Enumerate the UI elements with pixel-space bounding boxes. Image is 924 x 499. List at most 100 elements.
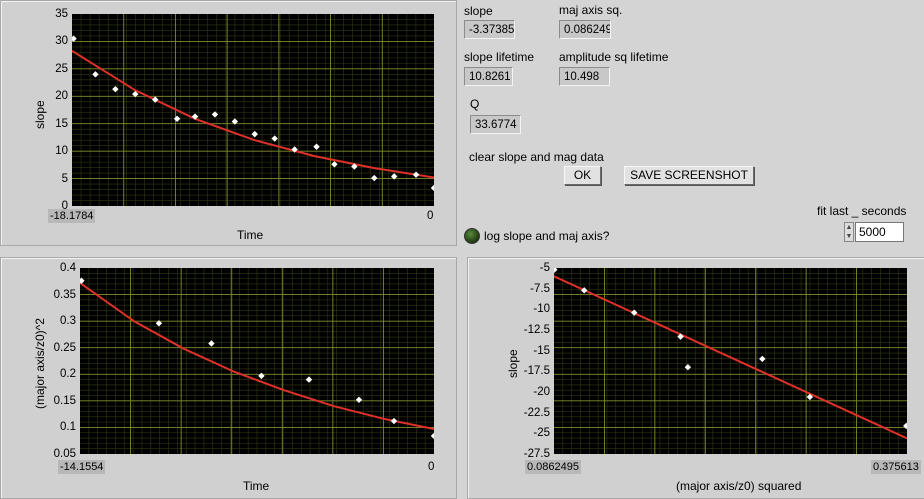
log-toggle-led[interactable] — [464, 228, 480, 244]
data-point — [759, 355, 766, 363]
data-point — [390, 173, 398, 180]
y-tick-label: -25 — [533, 427, 550, 440]
amp-sq-lifetime-indicator: 10.498 — [559, 67, 610, 86]
maj-axis-sq-indicator: 0.086249 — [559, 20, 611, 39]
y-tick-label: -12.5 — [523, 324, 550, 336]
data-point — [903, 422, 907, 430]
slope-indicator: -3.37385 — [464, 20, 515, 39]
y-tick-label: 0.1 — [60, 421, 76, 434]
y-tick-label: -27.5 — [523, 448, 550, 460]
x-axis-label: Time — [237, 228, 264, 242]
data-point — [430, 432, 434, 440]
y-tick-label: 5 — [61, 172, 68, 185]
fit-line — [72, 49, 434, 179]
data-point — [355, 396, 363, 403]
data-point — [191, 113, 199, 120]
decrement-icon[interactable]: ▼ — [845, 233, 853, 240]
clear-data-label: clear slope and mag data — [469, 150, 604, 164]
y-tick-label: -17.5 — [523, 365, 550, 378]
plot-area[interactable] — [80, 268, 434, 454]
y-tick-label: 0 — [61, 200, 68, 212]
fit-seconds-input[interactable]: 5000 — [855, 222, 904, 242]
x-max-label[interactable]: 0.375613 — [871, 460, 921, 474]
data-point — [92, 71, 99, 78]
maj-axis-sq-label: maj axis sq. — [559, 3, 623, 17]
q-indicator: 33.6774 — [470, 115, 521, 134]
data-point — [390, 417, 398, 425]
data-point — [305, 376, 313, 383]
y-tick-label: 10 — [55, 145, 68, 158]
y-tick-label: -10 — [533, 303, 550, 316]
x-max-label[interactable]: 0 — [427, 210, 434, 222]
amp-sq-lifetime-label: amplitude sq lifetime — [559, 50, 669, 64]
y-tick-label: -7.5 — [530, 282, 550, 295]
y-axis-label: (major axis/z0)^2 — [33, 318, 47, 409]
data-point — [271, 135, 278, 142]
x-min-label[interactable]: -14.1554 — [58, 460, 106, 474]
slope-vs-time-chart — [72, 14, 434, 206]
y-tick-label: -15 — [533, 344, 550, 357]
data-point — [331, 161, 338, 168]
fit-seconds-spinner[interactable]: ▲ ▼ — [844, 222, 854, 242]
data-point — [580, 287, 588, 294]
data-point — [208, 340, 215, 347]
slope-vs-time-graph: 35 30 25 20 15 10 5 0 -18.1784 0 Time slope — [0, 0, 457, 246]
y-tick-label: 0.3 — [60, 315, 76, 328]
y-tick-label: -5 — [539, 262, 550, 274]
data-point — [412, 171, 420, 178]
data-point — [313, 143, 320, 150]
ok-button[interactable]: OK — [564, 166, 601, 185]
y-tick-label: 25 — [55, 62, 68, 75]
y-tick-label: 35 — [55, 8, 68, 20]
log-toggle-label: log slope and maj axis? — [484, 229, 610, 243]
fit-seconds-label: fit last _ seconds — [817, 204, 907, 218]
y-tick-label: 0.35 — [53, 288, 76, 301]
y-tick-label: -22.5 — [523, 406, 550, 419]
data-point — [152, 96, 159, 103]
data-point — [173, 115, 181, 122]
slope-vs-major-axis-graph: -5 -7.5 -10 -12.5 -15 -17.5 -20 -22.5 -25 -27.5 0… — [467, 257, 924, 499]
y-tick-label: -20 — [533, 386, 550, 398]
y-axis-label: slope — [33, 100, 47, 129]
y-tick-label: 0.2 — [60, 368, 76, 381]
x-min-label[interactable]: 0.0862495 — [525, 460, 581, 474]
data-point — [80, 277, 85, 284]
y-tick-label: 20 — [55, 90, 68, 103]
x-axis-label: (major axis/z0) squared — [676, 479, 802, 493]
y-tick-label: 0.15 — [53, 394, 76, 407]
data-point — [231, 118, 239, 125]
data-point — [258, 372, 265, 380]
x-max-label[interactable]: 0 — [428, 461, 435, 473]
data-point — [211, 111, 219, 118]
data-point — [371, 174, 378, 182]
save-screenshot-button[interactable]: SAVE SCREENSHOT — [624, 166, 754, 185]
y-tick-label: 30 — [55, 35, 68, 48]
data-point — [684, 364, 692, 371]
x-axis-label: Time — [243, 479, 270, 493]
y-tick-label: 0.25 — [53, 341, 76, 354]
data-point — [291, 146, 298, 153]
major-axis-vs-time-graph: 0.4 0.35 0.3 0.25 0.2 0.15 0.1 0.05 -14.1554 0 … — [0, 257, 457, 499]
major-axis-vs-time-chart — [80, 268, 434, 454]
plot-area[interactable] — [554, 268, 907, 454]
data-point — [155, 320, 163, 327]
y-tick-label: 0.05 — [53, 448, 76, 460]
data-point — [251, 130, 258, 138]
slope-vs-major-axis-chart — [554, 268, 907, 454]
slope-lifetime-label: slope lifetime — [464, 50, 535, 64]
y-tick-label: 0.4 — [60, 262, 76, 274]
slope-label: slope — [464, 4, 493, 18]
x-min-label[interactable]: -18.1784 — [48, 209, 96, 223]
slope-lifetime-indicator: 10.8261 — [464, 67, 513, 86]
data-point — [554, 268, 558, 273]
data-point — [430, 184, 434, 192]
data-point — [132, 90, 139, 98]
plot-area[interactable] — [72, 14, 434, 206]
fit-line — [80, 282, 434, 430]
y-tick-label: 15 — [55, 117, 68, 130]
data-point — [112, 85, 119, 93]
y-axis-label: slope — [506, 349, 520, 378]
data-point — [351, 163, 358, 170]
increment-icon[interactable]: ▲ — [845, 224, 853, 231]
fit-line — [554, 275, 907, 440]
